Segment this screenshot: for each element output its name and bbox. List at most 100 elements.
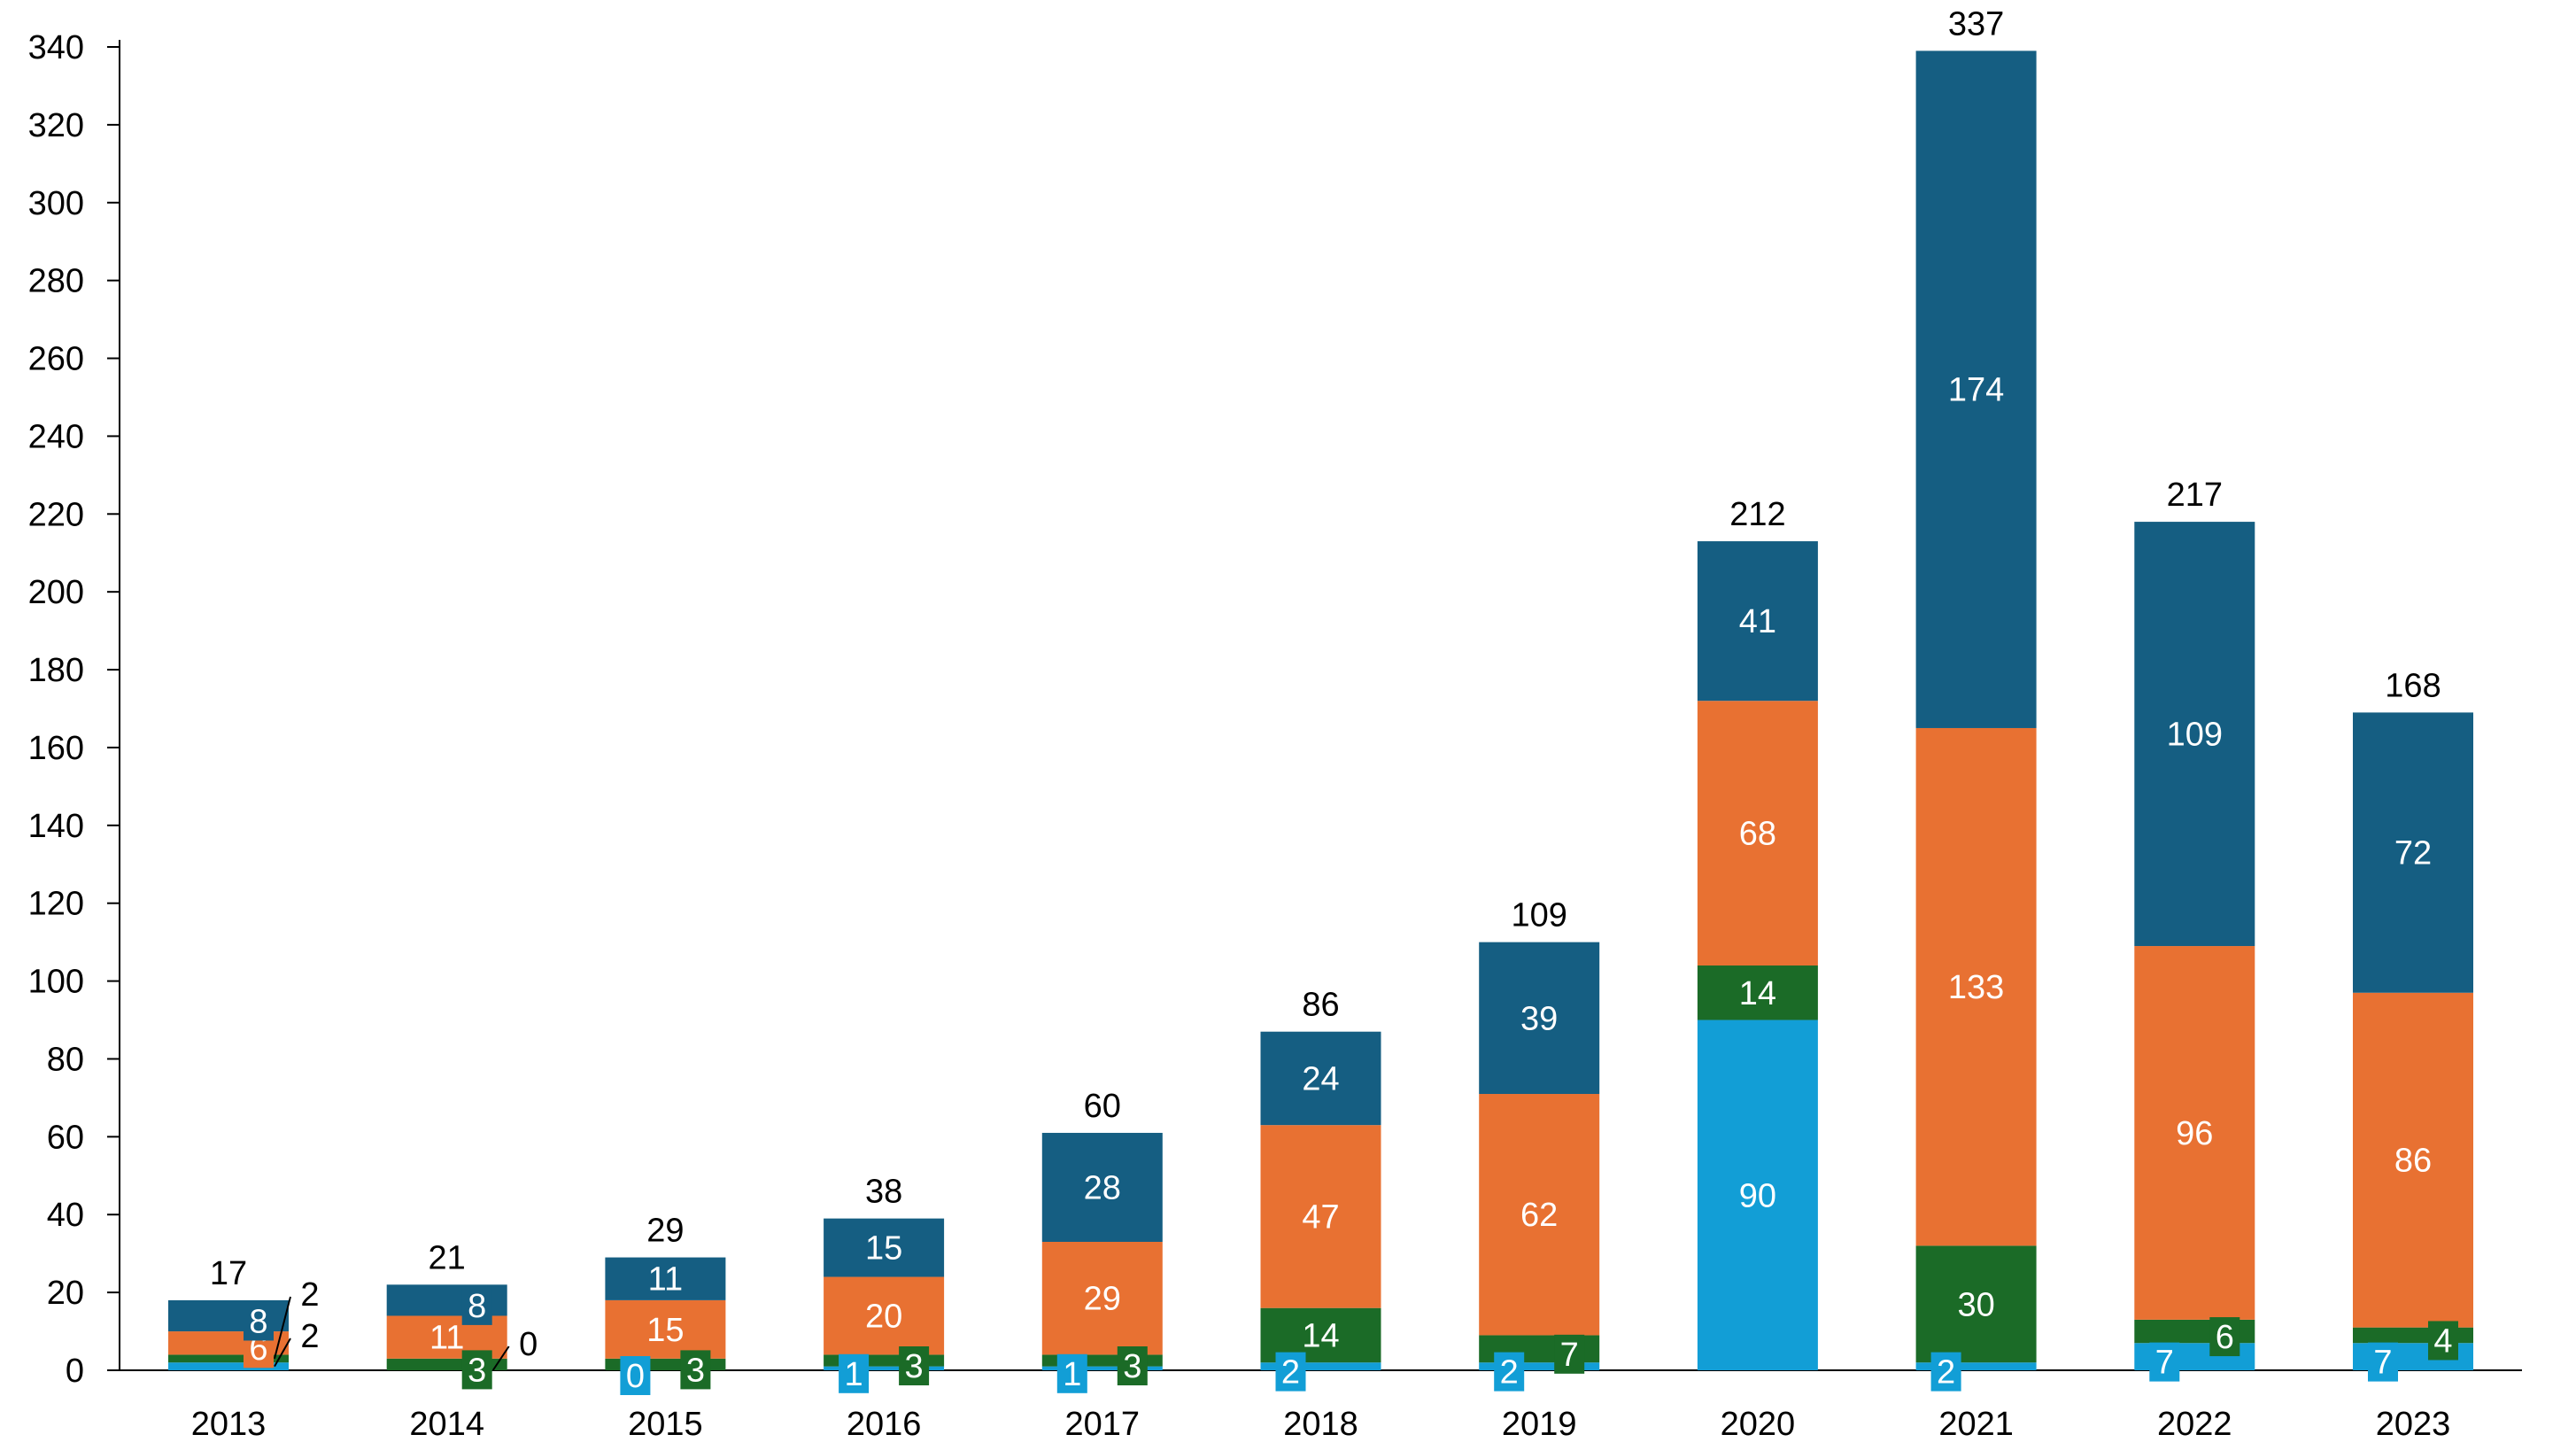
segment-label: 14 — [1739, 975, 1776, 1012]
bar-segment — [1260, 1362, 1381, 1370]
segment-label: 1 — [1063, 1356, 1081, 1393]
y-tick-label: 120 — [28, 886, 84, 923]
segment-label: 86 — [2394, 1143, 2432, 1180]
segment-label: 90 — [1739, 1177, 1776, 1214]
label-box — [680, 1350, 711, 1390]
y-tick-label: 180 — [28, 652, 84, 689]
total-label: 217 — [2167, 477, 2223, 514]
x-tick-label: 2017 — [1065, 1406, 1141, 1443]
bar-segment — [1697, 965, 1818, 1020]
y-tick-label: 320 — [28, 107, 84, 144]
segment-label: 174 — [1948, 372, 2004, 409]
x-axis: 2013 2014 2015 2016 2017 2018 2019 2020 2021 2022… — [120, 1369, 2522, 1443]
segment-label: 8 — [249, 1303, 267, 1340]
total-label: 86 — [1302, 987, 1339, 1024]
y-tick-label: 80 — [47, 1041, 84, 1078]
total-label: 337 — [1948, 5, 2004, 43]
bar-segment — [1479, 1094, 1600, 1336]
segment-label: 47 — [1302, 1198, 1339, 1236]
y-tick-label: 220 — [28, 496, 84, 533]
label-box — [1275, 1352, 1306, 1392]
segment-label: 2 — [1500, 1354, 1519, 1392]
segment-label: 6 — [2216, 1319, 2234, 1356]
label-box — [839, 1353, 870, 1393]
bar-segment — [1041, 1366, 1163, 1370]
segment-label: 11 — [429, 1320, 464, 1357]
bar-segment — [1479, 1362, 1600, 1370]
y-tick-label: 200 — [28, 574, 84, 611]
label-box — [1056, 1353, 1087, 1393]
y-tick-label: 280 — [28, 263, 84, 300]
leader-line — [491, 1345, 510, 1371]
x-tick-label: 2021 — [1938, 1406, 2014, 1443]
segment-label: 7 — [2155, 1345, 2174, 1382]
label-box — [2209, 1317, 2240, 1357]
x-tick-label: 2016 — [847, 1406, 922, 1443]
bar-segment — [1915, 1245, 2037, 1363]
segment-label: 20 — [865, 1298, 902, 1335]
segment-label: 41 — [1739, 603, 1776, 640]
bar-segment — [168, 1362, 289, 1370]
segment-label: 2 — [1281, 1354, 1300, 1392]
y-tick-label: 60 — [47, 1119, 84, 1156]
label-box — [1930, 1352, 1961, 1392]
segment-label: 2 — [300, 1276, 319, 1314]
y-tick-label: 300 — [28, 185, 84, 222]
segment-label: 1 — [845, 1356, 863, 1393]
label-box — [2428, 1321, 2458, 1361]
bar-segment — [1260, 1031, 1381, 1126]
y-tick-label: 260 — [28, 341, 84, 378]
total-label: 168 — [2385, 667, 2441, 704]
y-tick-label: 240 — [28, 418, 84, 455]
bar-segment — [1479, 942, 1600, 1095]
label-box — [2368, 1342, 2398, 1382]
bar-segment — [2134, 522, 2255, 947]
segment-label: 8 — [468, 1288, 486, 1325]
segment-label: 3 — [468, 1352, 486, 1389]
bar-segment — [2353, 992, 2473, 1328]
total-label: 21 — [429, 1239, 466, 1276]
label-box — [461, 1285, 492, 1325]
bar-segment — [1915, 727, 2037, 1246]
bar-segment — [1041, 1132, 1163, 1242]
segment-label: 0 — [519, 1326, 538, 1363]
bar-segment — [168, 1354, 289, 1363]
label-box — [244, 1301, 274, 1341]
bar-segment — [824, 1366, 945, 1370]
leader-line — [274, 1338, 291, 1368]
bar-segment — [1915, 50, 2037, 728]
total-label: 60 — [1084, 1088, 1121, 1125]
x-tick-label: 2022 — [2157, 1406, 2232, 1443]
segment-label: 3 — [905, 1348, 924, 1385]
segment-label: 109 — [2167, 717, 2223, 754]
segment-label: 3 — [1123, 1348, 1141, 1385]
y-axis: 0 20 40 60 80 100 120 140 160 180 200 220 240 260 280 3… — [28, 29, 120, 1390]
segment-label: 28 — [1084, 1169, 1121, 1206]
x-tick-label: 2018 — [1283, 1406, 1358, 1443]
x-tick-label: 2013 — [191, 1406, 267, 1443]
segment-label: 24 — [1302, 1060, 1339, 1097]
leader-line — [274, 1296, 291, 1360]
bar-segment — [1915, 1362, 2037, 1370]
segment-label: 14 — [1302, 1317, 1339, 1354]
segment-label: 62 — [1520, 1197, 1558, 1234]
total-label: 17 — [210, 1255, 247, 1292]
bar-segment — [1041, 1241, 1163, 1355]
bar-segment — [605, 1299, 726, 1359]
label-box — [461, 1350, 492, 1390]
segment-label: 72 — [2394, 835, 2432, 872]
label-box — [1117, 1346, 1148, 1386]
label-box — [1494, 1352, 1525, 1392]
segment-label: 15 — [865, 1230, 902, 1268]
x-tick-label: 2023 — [2376, 1406, 2451, 1443]
segment-label: 15 — [646, 1312, 684, 1349]
segment-label: 2 — [300, 1318, 319, 1355]
bar-segment — [1697, 541, 1818, 702]
label-box — [1554, 1334, 1585, 1374]
y-tick-label: 340 — [28, 29, 84, 66]
bar-segment — [1697, 701, 1818, 966]
segment-label: 39 — [1520, 1000, 1558, 1037]
segment-label: 29 — [1084, 1281, 1121, 1318]
y-tick-label: 160 — [28, 730, 84, 767]
